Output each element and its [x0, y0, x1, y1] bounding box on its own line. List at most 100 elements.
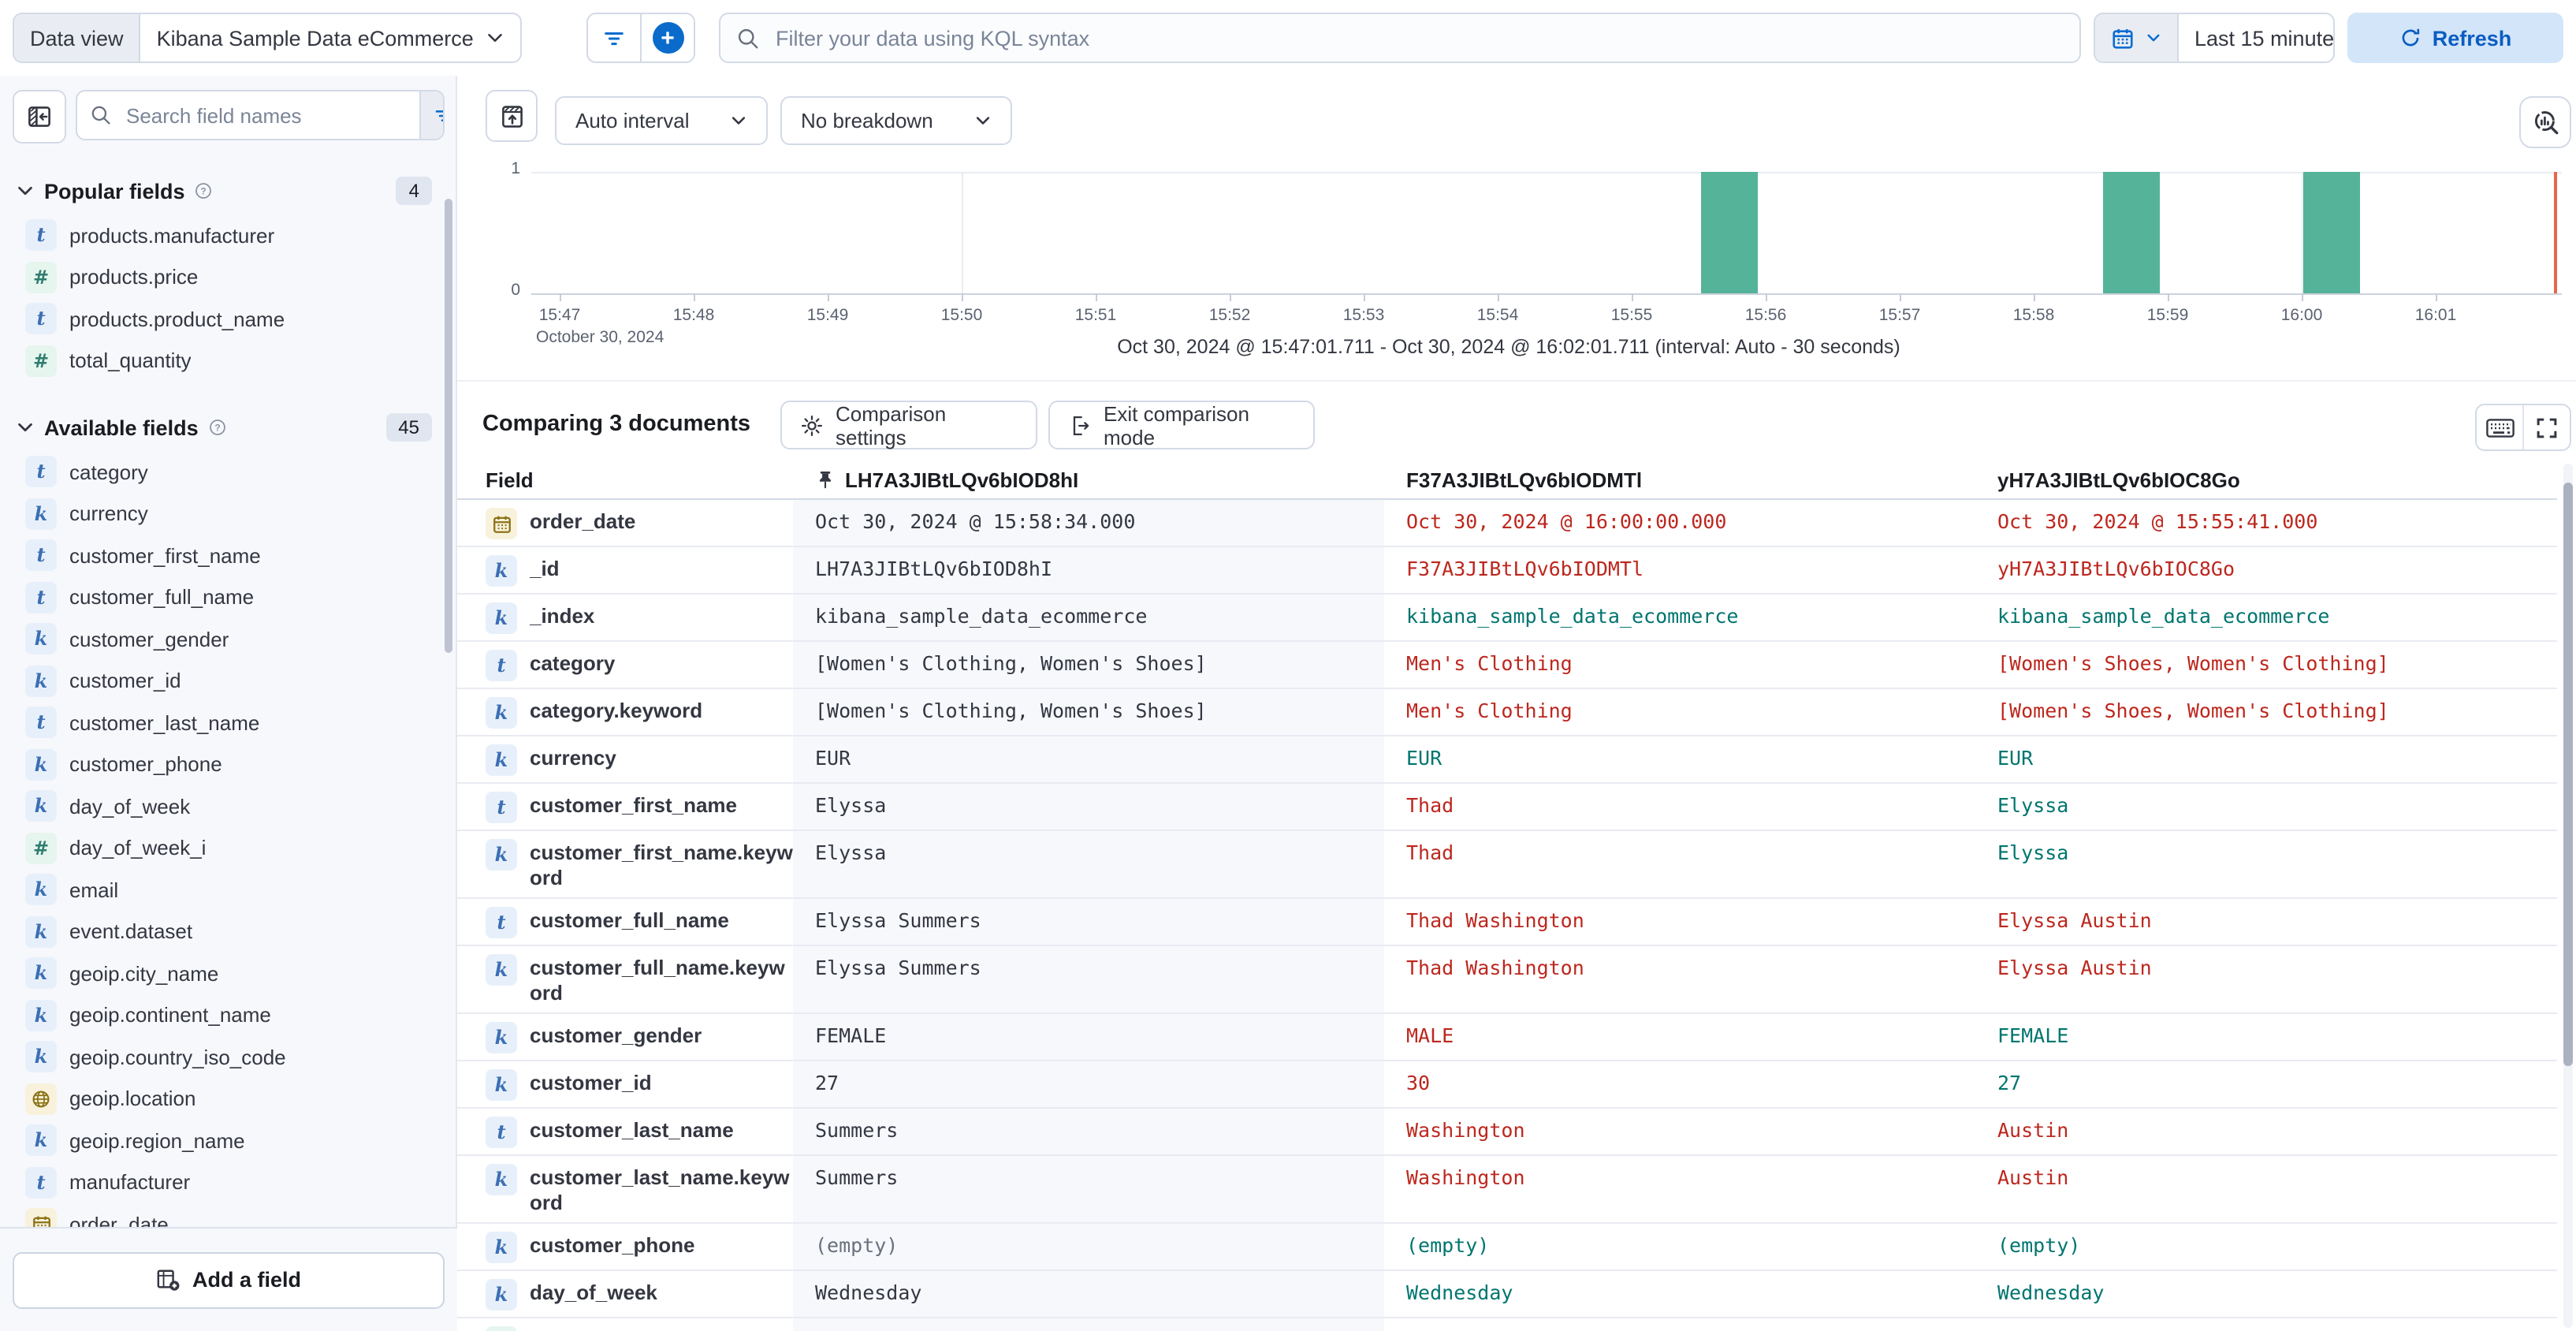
sidebar-field-event.dataset[interactable]: k event.dataset [0, 911, 445, 953]
field-cell[interactable]: t category [457, 642, 793, 688]
value-cell: Washington [1406, 1165, 1525, 1189]
field-cell[interactable]: k _index [457, 595, 793, 640]
table-row-customer_first_name: t customer_first_name Elyssa Thad Elyssa [457, 784, 2557, 831]
table-row-customer_gender: k customer_gender FEMALE MALE FEMALE [457, 1014, 2557, 1061]
histogram-bar[interactable] [2303, 172, 2360, 293]
field-search-inputwrap[interactable] [77, 91, 419, 139]
sidebar-field-products.manufacturer[interactable]: t products.manufacturer [0, 214, 445, 256]
available-fields-header[interactable]: Available fields ? 45 [0, 382, 445, 451]
date-field-type-icon [486, 508, 517, 539]
sidebar-field-products.price[interactable]: # products.price [0, 256, 445, 298]
pinned-doc-column-header[interactable]: LH7A3JIBtLQv6bIOD8hI [793, 468, 1384, 491]
value-cell: 2 [1975, 1318, 2557, 1331]
breakdown-dropdown[interactable]: No breakdown [780, 96, 1012, 145]
explore-data-button[interactable] [2519, 96, 2571, 148]
interval-dropdown[interactable]: Auto interval [555, 96, 768, 145]
sidebar-field-geoip.region_name[interactable]: k geoip.region_name [0, 1120, 445, 1161]
sidebar-field-customer_gender[interactable]: k customer_gender [0, 618, 445, 660]
sidebar-scrollbar[interactable] [445, 199, 452, 653]
density-keyboard-button[interactable] [2477, 405, 2524, 449]
fields-sidebar: 0 Popular fields ? 4 t products.manufactu… [0, 76, 457, 1331]
field-cell[interactable]: k customer_id [457, 1061, 793, 1107]
sidebar-field-customer_id[interactable]: k customer_id [0, 660, 445, 702]
doc-column-header[interactable]: yH7A3JIBtLQv6bIOC8Go [1975, 468, 2557, 491]
field-cell[interactable]: # day_of_week_i [457, 1318, 793, 1331]
table-scrollbar[interactable] [2563, 464, 2573, 1328]
sidebar-field-category[interactable]: t category [0, 451, 445, 493]
field-name-label: currency [530, 746, 616, 770]
exit-comparison-label: Exit comparison mode [1104, 401, 1249, 449]
sidebar-field-geoip.continent_name[interactable]: k geoip.continent_name [0, 994, 445, 1036]
doc-column-header[interactable]: F37A3JIBtLQv6bIODMTl [1384, 468, 1975, 491]
field-cell[interactable]: k _id [457, 547, 793, 593]
sidebar-field-day_of_week[interactable]: k day_of_week [0, 785, 445, 827]
sidebar-field-products.product_name[interactable]: t products.product_name [0, 298, 445, 340]
field-name-label: day_of_week_i [530, 1326, 675, 1331]
refresh-icon [2399, 27, 2422, 49]
table-row-_index: k _index kibana_sample_data_ecommerce kiban… [457, 595, 2557, 642]
value-cell: Oct 30, 2024 @ 15:55:41.000 [1997, 509, 2318, 533]
sidebar-field-currency[interactable]: k currency [0, 493, 445, 535]
comparison-settings-button[interactable]: Comparison settings [780, 401, 1037, 449]
sidebar-field-total_quantity[interactable]: # total_quantity [0, 340, 445, 382]
time-range-value[interactable]: Last 15 minutes [2194, 26, 2335, 50]
value-cell: Thad Washington [1406, 956, 1584, 979]
field-cell[interactable]: order_date [457, 500, 793, 546]
field-cell[interactable]: k currency [457, 736, 793, 782]
kql-search-bar[interactable] [719, 13, 2081, 63]
sidebar-field-customer_first_name[interactable]: t customer_first_name [0, 535, 445, 576]
data-view-selector[interactable]: Data view Kibana Sample Data eCommerce [13, 13, 523, 63]
field-cell[interactable]: k category.keyword [457, 689, 793, 735]
value-cell: Summers [793, 1109, 1384, 1154]
histogram-bar[interactable] [1700, 172, 1757, 293]
x-axis-tick-label: 15:52 [1208, 306, 1251, 325]
field-cell[interactable]: k customer_gender [457, 1014, 793, 1060]
field-name-label: customer_full_name.keyword [530, 956, 785, 1005]
histogram-bar[interactable] [2102, 172, 2159, 293]
hide-chart-icon [501, 105, 522, 127]
sidebar-field-geoip.country_iso_code[interactable]: k geoip.country_iso_code [0, 1036, 445, 1078]
popular-fields-count: 4 [396, 177, 432, 205]
kql-query-input[interactable] [772, 24, 2064, 51]
sidebar-field-day_of_week_i[interactable]: # day_of_week_i [0, 827, 445, 869]
sidebar-field-customer_full_name[interactable]: t customer_full_name [0, 576, 445, 618]
keyword-field-type-icon: k [25, 957, 57, 990]
field-cell[interactable]: t customer_full_name [457, 899, 793, 945]
sidebar-field-geoip.city_name[interactable]: k geoip.city_name [0, 953, 445, 994]
sidebar-field-email[interactable]: k email [0, 869, 445, 911]
sidebar-field-customer_last_name[interactable]: t customer_last_name [0, 702, 445, 744]
hide-chart-button[interactable] [486, 90, 538, 142]
field-name-label: manufacturer [69, 1170, 191, 1195]
field-search-input[interactable] [123, 102, 407, 129]
field-cell[interactable]: t customer_first_name [457, 784, 793, 830]
field-name-label: _id [530, 557, 560, 580]
number-field-type-icon: # [25, 832, 57, 864]
field-cell[interactable]: t customer_last_name [457, 1109, 793, 1154]
y-axis-tick-label: 0 [511, 281, 520, 300]
field-cell[interactable]: k customer_full_name.keyword [457, 946, 793, 1012]
value-cell: (empty) [793, 1224, 1384, 1269]
popular-fields-header[interactable]: Popular fields ? 4 [0, 155, 445, 214]
sidebar-field-geoip.location[interactable]: geoip.location [0, 1078, 445, 1120]
exit-comparison-button[interactable]: Exit comparison mode [1048, 401, 1315, 449]
field-filter-button[interactable]: 0 [419, 91, 443, 139]
refresh-button[interactable]: Refresh [2347, 13, 2563, 63]
chevron-down-icon [974, 112, 992, 129]
field-cell[interactable]: k customer_last_name.keyword [457, 1156, 793, 1222]
field-cell[interactable]: k customer_first_name.keyword [457, 831, 793, 897]
field-name-label: products.product_name [69, 307, 285, 331]
fullscreen-button[interactable] [2524, 405, 2570, 449]
sidebar-field-manufacturer[interactable]: t manufacturer [0, 1161, 445, 1203]
sidebar-field-customer_phone[interactable]: k customer_phone [0, 744, 445, 785]
field-cell[interactable]: k day_of_week [457, 1271, 793, 1317]
field-cell[interactable]: k customer_phone [457, 1224, 793, 1269]
data-view-picker-button[interactable]: Kibana Sample Data eCommerce [141, 14, 521, 62]
collapse-sidebar-button[interactable] [13, 90, 66, 144]
add-filter-button[interactable]: + [642, 14, 694, 62]
add-field-button[interactable]: Add a field [13, 1251, 445, 1308]
x-axis-line [531, 293, 2562, 295]
info-icon: ? [195, 181, 214, 200]
field-name-label: customer_id [530, 1071, 652, 1094]
time-picker-calendar-button[interactable] [2095, 14, 2179, 62]
saved-query-filter-button[interactable] [588, 14, 642, 62]
